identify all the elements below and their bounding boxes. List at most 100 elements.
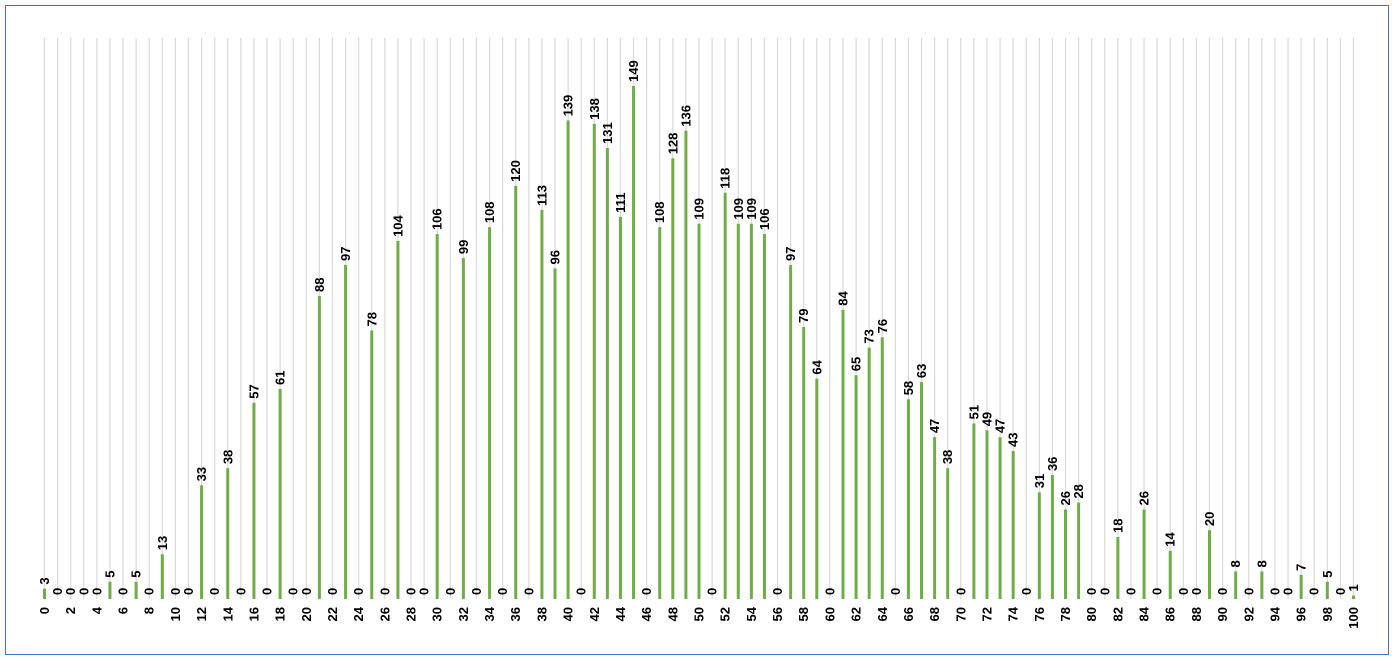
data-label-24: 0 <box>351 588 366 595</box>
bar-48 <box>671 158 675 600</box>
bar-34 <box>488 227 492 599</box>
bar-47 <box>658 227 662 599</box>
data-label-18: 61 <box>273 371 288 385</box>
bar-76 <box>1037 492 1041 599</box>
data-label-51: 0 <box>705 588 720 595</box>
data-label-54: 109 <box>744 198 759 220</box>
data-label-98: 5 <box>1320 571 1335 578</box>
tick-label-26: 26 <box>377 607 392 621</box>
bar-73 <box>998 437 1002 599</box>
tick-label-100: 100 <box>1346 607 1361 629</box>
data-label-33: 0 <box>469 588 484 595</box>
data-label-58: 79 <box>796 309 811 323</box>
data-label-36: 120 <box>508 160 523 182</box>
bar-55 <box>762 234 766 599</box>
bar-49 <box>684 130 688 599</box>
bar-9 <box>160 554 164 599</box>
bar-12 <box>200 485 204 599</box>
bar-79 <box>1077 502 1081 599</box>
bar-71 <box>972 423 976 599</box>
bar-78 <box>1064 509 1068 599</box>
bars <box>43 86 1355 600</box>
data-label-86: 14 <box>1163 532 1178 547</box>
tick-label-50: 50 <box>692 607 707 621</box>
tick-label-36: 36 <box>508 607 523 621</box>
data-label-39: 96 <box>548 250 563 264</box>
tick-label-94: 94 <box>1267 606 1282 621</box>
data-label-61: 84 <box>835 291 850 306</box>
tick-label-6: 6 <box>116 607 131 614</box>
data-label-23: 97 <box>338 247 353 261</box>
tick-label-20: 20 <box>299 607 314 621</box>
data-labels: 3000050501300330380570610088097078010400… <box>37 60 1361 595</box>
bar-43 <box>605 147 609 600</box>
tick-label-74: 74 <box>1006 606 1021 621</box>
bar-38 <box>540 209 544 600</box>
data-label-5: 5 <box>102 571 117 578</box>
tick-label-70: 70 <box>953 607 968 621</box>
data-label-78: 26 <box>1058 491 1073 505</box>
data-label-80: 0 <box>1084 588 1099 595</box>
data-label-42: 138 <box>587 98 602 120</box>
tick-label-44: 44 <box>613 606 628 621</box>
data-label-14: 38 <box>220 450 235 464</box>
data-label-95: 0 <box>1281 588 1296 595</box>
bar-27 <box>396 240 400 599</box>
data-label-76: 31 <box>1032 474 1047 488</box>
bar-62 <box>854 375 858 599</box>
data-label-35: 0 <box>495 588 510 595</box>
data-label-83: 0 <box>1123 588 1138 595</box>
data-label-87: 0 <box>1176 588 1191 595</box>
bar-5 <box>108 581 112 599</box>
data-label-20: 0 <box>299 588 314 595</box>
data-label-93: 8 <box>1254 560 1269 567</box>
tick-label-86: 86 <box>1163 607 1178 621</box>
data-label-56: 0 <box>770 588 785 595</box>
bar-7 <box>134 581 138 599</box>
data-label-63: 73 <box>862 329 877 343</box>
data-label-68: 47 <box>927 419 942 433</box>
data-label-67: 63 <box>914 364 929 378</box>
data-label-70: 0 <box>953 588 968 595</box>
data-label-46: 0 <box>639 588 654 595</box>
data-label-28: 0 <box>404 588 419 595</box>
bar-23 <box>344 265 348 599</box>
bar-100 <box>1352 595 1355 599</box>
bar-54 <box>749 223 753 599</box>
tick-label-34: 34 <box>482 606 497 621</box>
data-label-99: 0 <box>1333 588 1348 595</box>
data-label-34: 108 <box>482 201 497 223</box>
tick-label-12: 12 <box>194 607 209 621</box>
tick-label-14: 14 <box>220 606 235 621</box>
tick-label-80: 80 <box>1084 607 1099 621</box>
bar-52 <box>723 192 727 599</box>
tick-label-30: 30 <box>430 607 445 621</box>
tick-label-88: 88 <box>1189 607 1204 621</box>
data-label-13: 0 <box>207 588 222 595</box>
tick-label-84: 84 <box>1137 606 1152 621</box>
tick-label-18: 18 <box>273 607 288 621</box>
data-label-32: 99 <box>456 240 471 254</box>
bar-96 <box>1299 574 1303 599</box>
data-label-57: 97 <box>783 247 798 261</box>
data-label-69: 38 <box>940 450 955 464</box>
bar-14 <box>226 468 230 599</box>
bar-44 <box>618 216 622 599</box>
bar-67 <box>920 382 924 599</box>
tick-label-2: 2 <box>63 607 78 614</box>
data-label-49: 136 <box>678 105 693 127</box>
data-label-72: 49 <box>979 412 994 426</box>
bar-36 <box>514 185 518 599</box>
tick-label-32: 32 <box>456 607 471 621</box>
data-label-27: 104 <box>390 214 405 236</box>
data-label-25: 78 <box>364 312 379 326</box>
data-label-38: 113 <box>534 185 549 206</box>
data-label-16: 57 <box>246 384 261 398</box>
tick-label-98: 98 <box>1320 607 1335 621</box>
tick-label-62: 62 <box>849 607 864 621</box>
bar-0 <box>43 588 46 599</box>
data-label-65: 0 <box>888 588 903 595</box>
tick-label-4: 4 <box>89 606 104 614</box>
data-label-7: 5 <box>129 571 144 578</box>
tick-label-58: 58 <box>796 607 811 621</box>
